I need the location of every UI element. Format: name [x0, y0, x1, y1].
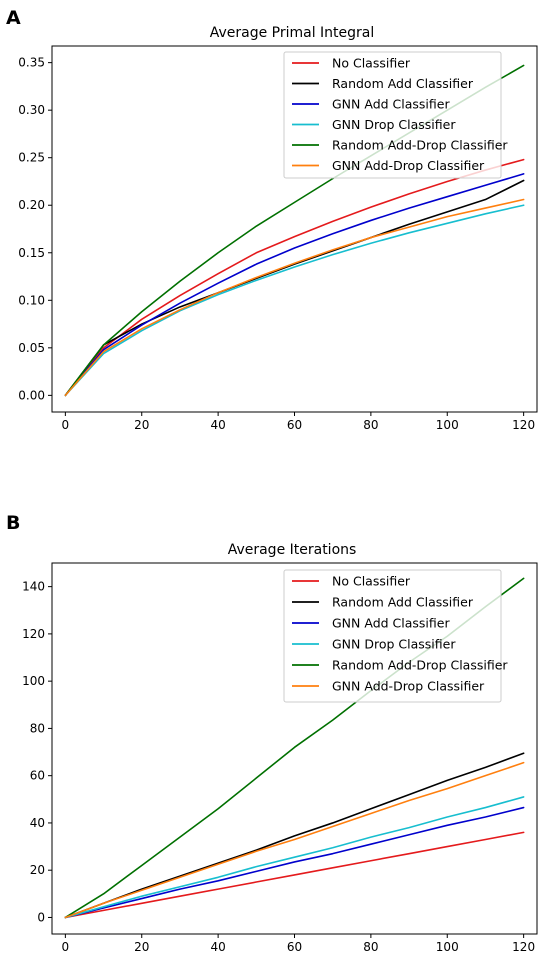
legend-label-a: GNN Drop Classifier — [332, 117, 456, 132]
legend-label-a: No Classifier — [332, 56, 411, 71]
legend-a: No Classifier Random Add Classifier GNN Ad… — [283, 51, 508, 179]
plot-area-a: 0 20 40 60 80 100 120 0.00 0.05 0.10 0.15 0.20 0.25 0… — [18, 56, 535, 432]
x-tick-label-b: 40 — [210, 940, 225, 954]
x-tick-label-a: 60 — [287, 418, 302, 432]
legend-box-b — [283, 569, 502, 703]
y-tick-label-b: 100 — [22, 674, 45, 688]
series-line-a-gnn-add-drop — [64, 198, 525, 397]
legend-label-a: Random Add-Drop Classifier — [332, 138, 508, 153]
x-tick-label-b: 80 — [363, 940, 378, 954]
series-line-a-gnn-add — [64, 173, 525, 397]
axes-frame-b — [51, 562, 538, 935]
chart-title-a: Average Primal Integral — [210, 25, 375, 41]
x-tick-label-a: 80 — [363, 418, 378, 432]
y-tick-label-a: 0.05 — [18, 341, 45, 355]
series-line-b-random-add — [64, 752, 525, 919]
panel-label-a: A — [6, 7, 21, 29]
series-line-b-gnn-add — [64, 806, 525, 919]
panel-a: A Average Primal Integral 0 20 40 60 80 100 12… — [6, 7, 538, 432]
x-tick-label-b: 20 — [134, 940, 149, 954]
legend-label-b: Random Add-Drop Classifier — [332, 658, 508, 673]
series-line-a-no — [64, 158, 525, 397]
y-tick-label-a: 0.00 — [18, 388, 45, 402]
y-tick-label-a: 0.25 — [18, 151, 45, 165]
y-tick-label-a: 0.15 — [18, 246, 45, 260]
legend-box-a — [283, 51, 502, 179]
y-tick-label-a: 0.30 — [18, 103, 45, 117]
y-tick-label-b: 120 — [22, 627, 45, 641]
legend-b: No Classifier Random Add Classifier GNN Ad… — [283, 569, 508, 703]
series-line-b-gnn-add-drop — [64, 761, 525, 919]
x-tick-label-b: 100 — [436, 940, 459, 954]
y-tick-label-b: 140 — [22, 580, 45, 594]
x-tick-label-a: 120 — [512, 418, 535, 432]
y-tick-label-a: 0.20 — [18, 198, 45, 212]
panel-label-b: B — [6, 512, 20, 534]
legend-label-b: GNN Drop Classifier — [332, 637, 456, 652]
legend-label-b: No Classifier — [332, 574, 411, 589]
y-tick-label-a: 0.10 — [18, 293, 45, 307]
y-tick-label-b: 80 — [30, 721, 45, 735]
axes-frame-a — [51, 45, 538, 413]
x-tick-label-b: 0 — [62, 940, 70, 954]
x-tick-label-a: 0 — [62, 418, 70, 432]
series-line-a-random-add — [64, 179, 525, 397]
y-tick-label-b: 20 — [30, 863, 45, 877]
plot-area-b: 0 20 40 60 80 100 120 0 20 40 60 80 100 120 140 — [22, 577, 535, 954]
x-tick-label-b: 120 — [512, 940, 535, 954]
y-tick-label-b: 40 — [30, 816, 45, 830]
y-tick-label-a: 0.35 — [18, 56, 45, 70]
legend-label-a: GNN Add Classifier — [332, 97, 450, 112]
series-line-b-no — [64, 831, 525, 919]
chart-title-b: Average Iterations — [228, 542, 357, 558]
x-tick-label-a: 40 — [210, 418, 225, 432]
legend-label-a: Random Add Classifier — [332, 76, 474, 91]
y-tick-label-b: 60 — [30, 769, 45, 783]
panel-b: B Average Iterations 0 20 40 60 80 100 120 0 20 4… — [6, 512, 538, 954]
legend-label-b: Random Add Classifier — [332, 595, 474, 610]
x-tick-label-a: 20 — [134, 418, 149, 432]
x-tick-label-b: 60 — [287, 940, 302, 954]
legend-label-a: GNN Add-Drop Classifier — [332, 158, 485, 173]
x-tick-label-a: 100 — [436, 418, 459, 432]
legend-label-b: GNN Add Classifier — [332, 616, 450, 631]
y-tick-label-b: 0 — [37, 910, 45, 924]
legend-label-b: GNN Add-Drop Classifier — [332, 679, 485, 694]
series-line-a-gnn-drop — [64, 204, 525, 397]
series-line-b-gnn-drop — [64, 796, 525, 919]
